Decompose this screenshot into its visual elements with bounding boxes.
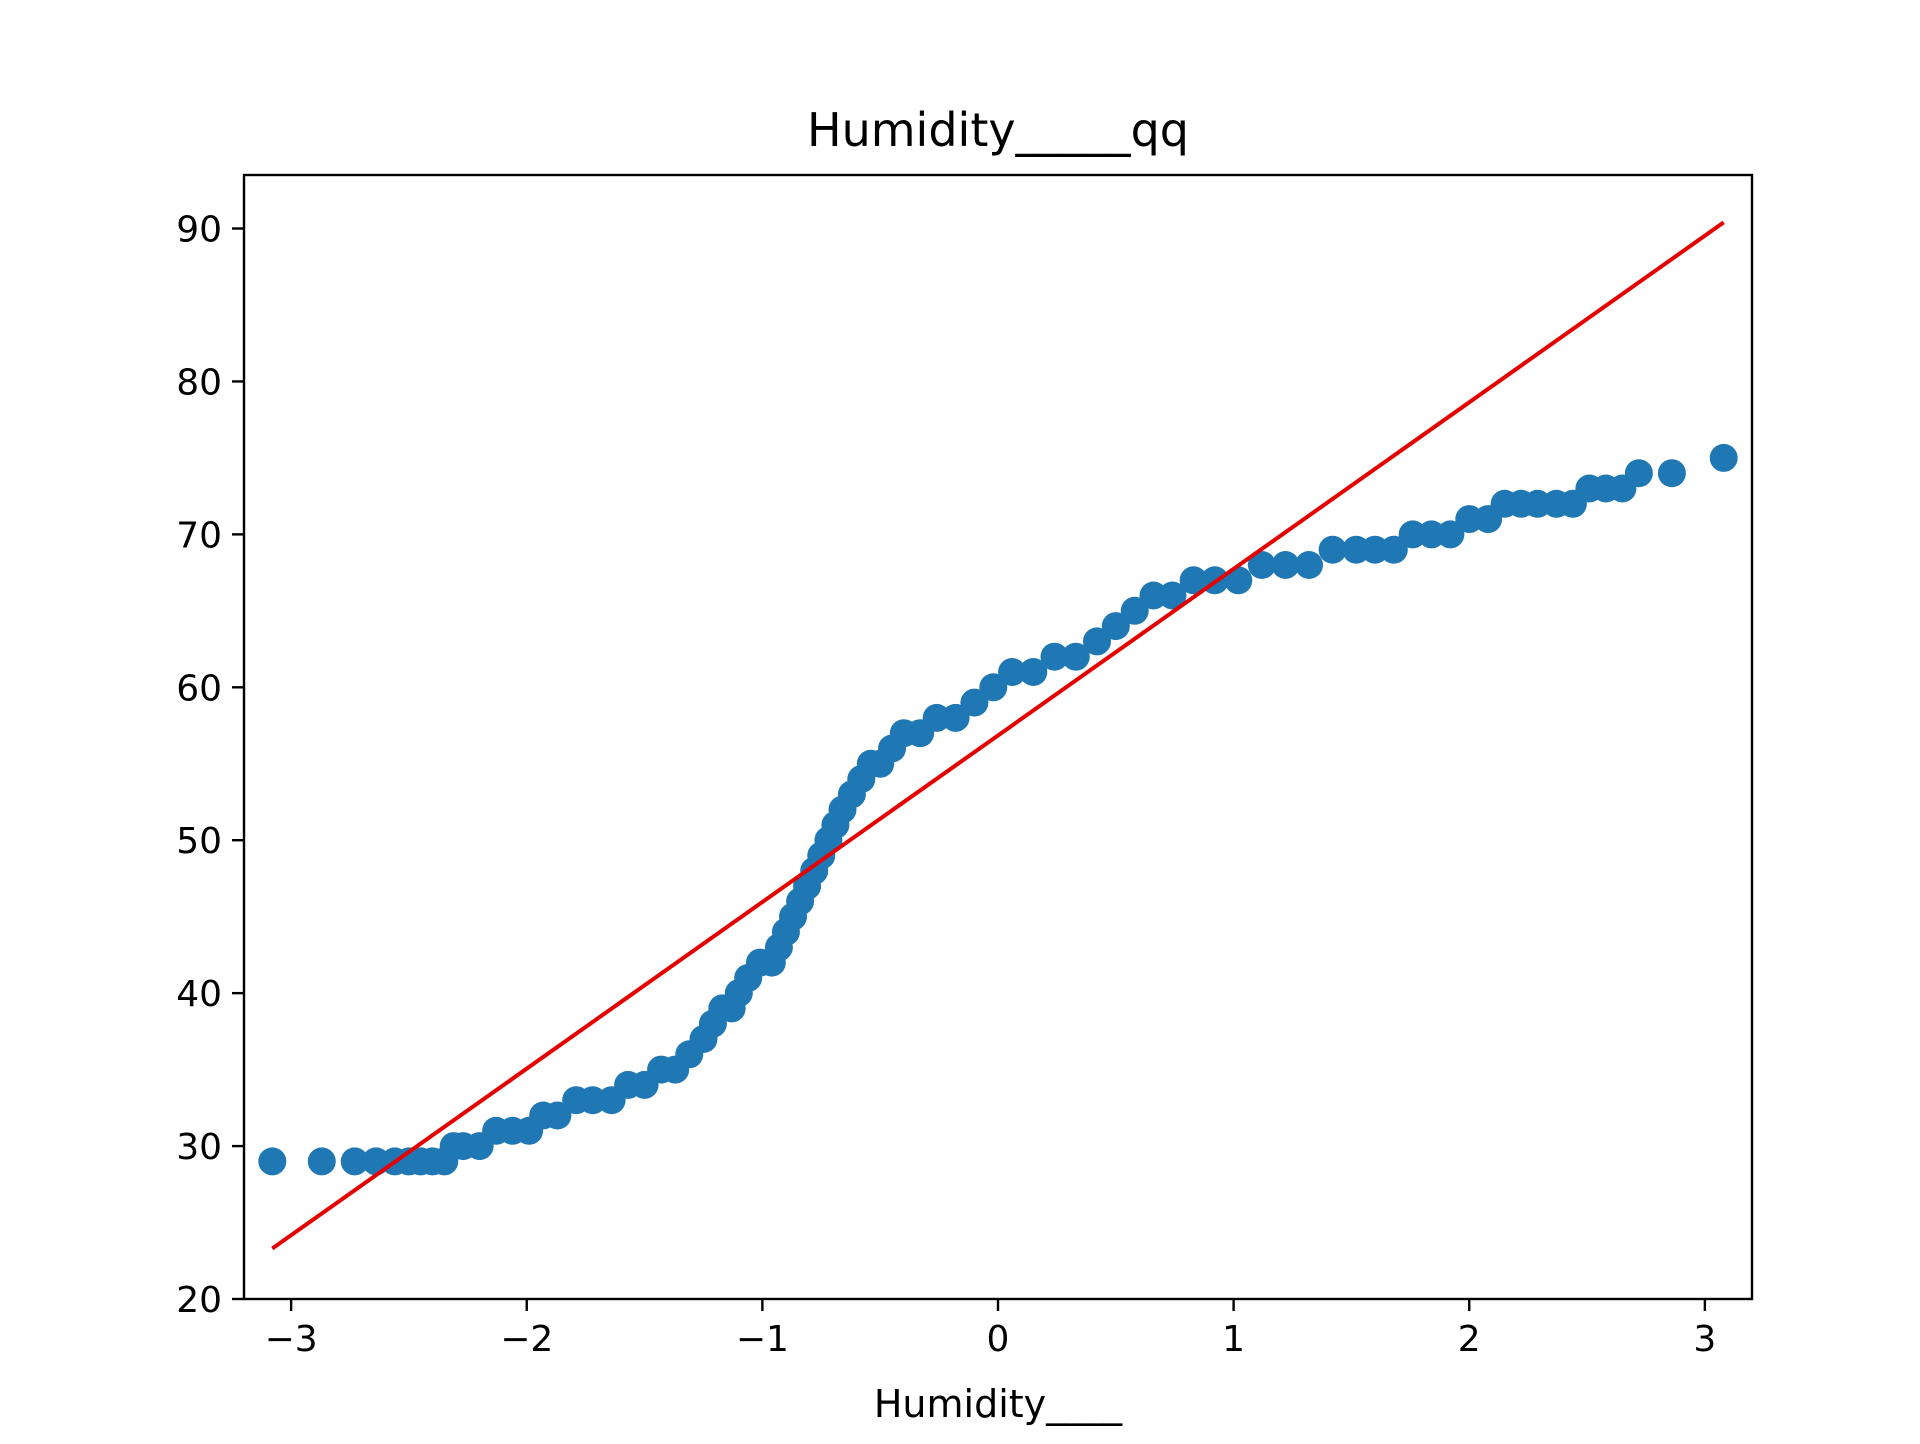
- data-point: [258, 1147, 287, 1176]
- ticks-layer: −3 −2 −1 0 1 2 3 20 30 40 50 60 70 80 90: [176, 210, 1716, 1360]
- y-tick-label: 40: [176, 974, 222, 1015]
- data-point: [1709, 443, 1738, 472]
- data-point: [1379, 535, 1408, 564]
- data-point: [1224, 566, 1253, 595]
- y-tick-label: 60: [176, 668, 222, 709]
- data-point: [1158, 581, 1187, 610]
- data-point: [1101, 612, 1130, 641]
- data-point: [543, 1101, 572, 1130]
- data-point: [1318, 535, 1347, 564]
- data-point: [1040, 642, 1069, 671]
- data-point: [1061, 642, 1090, 671]
- x-tick-label: −2: [500, 1319, 553, 1360]
- data-point: [1120, 596, 1149, 625]
- chart-title: Humidity_____qq: [807, 103, 1189, 157]
- reference-line: [271, 220, 1725, 1251]
- data-point: [1295, 551, 1323, 579]
- x-tick-label: 0: [987, 1319, 1010, 1360]
- data-point: [340, 1147, 369, 1176]
- data-point: [1436, 520, 1465, 549]
- x-tick-label: 3: [1693, 1319, 1716, 1360]
- y-tick-label: 80: [176, 362, 222, 403]
- y-tick-label: 90: [176, 210, 222, 251]
- data-point: [941, 703, 970, 732]
- x-tick-label: 1: [1222, 1319, 1245, 1360]
- data-point: [1271, 551, 1300, 579]
- y-tick-label: 20: [176, 1280, 222, 1321]
- data-point: [1019, 658, 1048, 686]
- x-tick-label: −1: [736, 1319, 789, 1360]
- data-point: [1657, 459, 1686, 488]
- y-tick-label: 30: [176, 1127, 222, 1168]
- data-point: [1247, 551, 1276, 579]
- marks-layer: [258, 220, 1738, 1251]
- y-tick-label: 50: [176, 821, 222, 862]
- data-point: [998, 658, 1027, 686]
- data-point: [1624, 459, 1653, 488]
- x-tick-label: 2: [1458, 1319, 1481, 1360]
- data-point: [1179, 566, 1208, 595]
- data-point: [1083, 627, 1111, 656]
- data-point: [979, 673, 1008, 702]
- data-point: [307, 1147, 336, 1176]
- y-tick-label: 70: [176, 515, 222, 556]
- data-point: [960, 688, 989, 717]
- x-axis-label: Humidity____: [874, 1382, 1123, 1426]
- x-tick-label: −3: [265, 1319, 318, 1360]
